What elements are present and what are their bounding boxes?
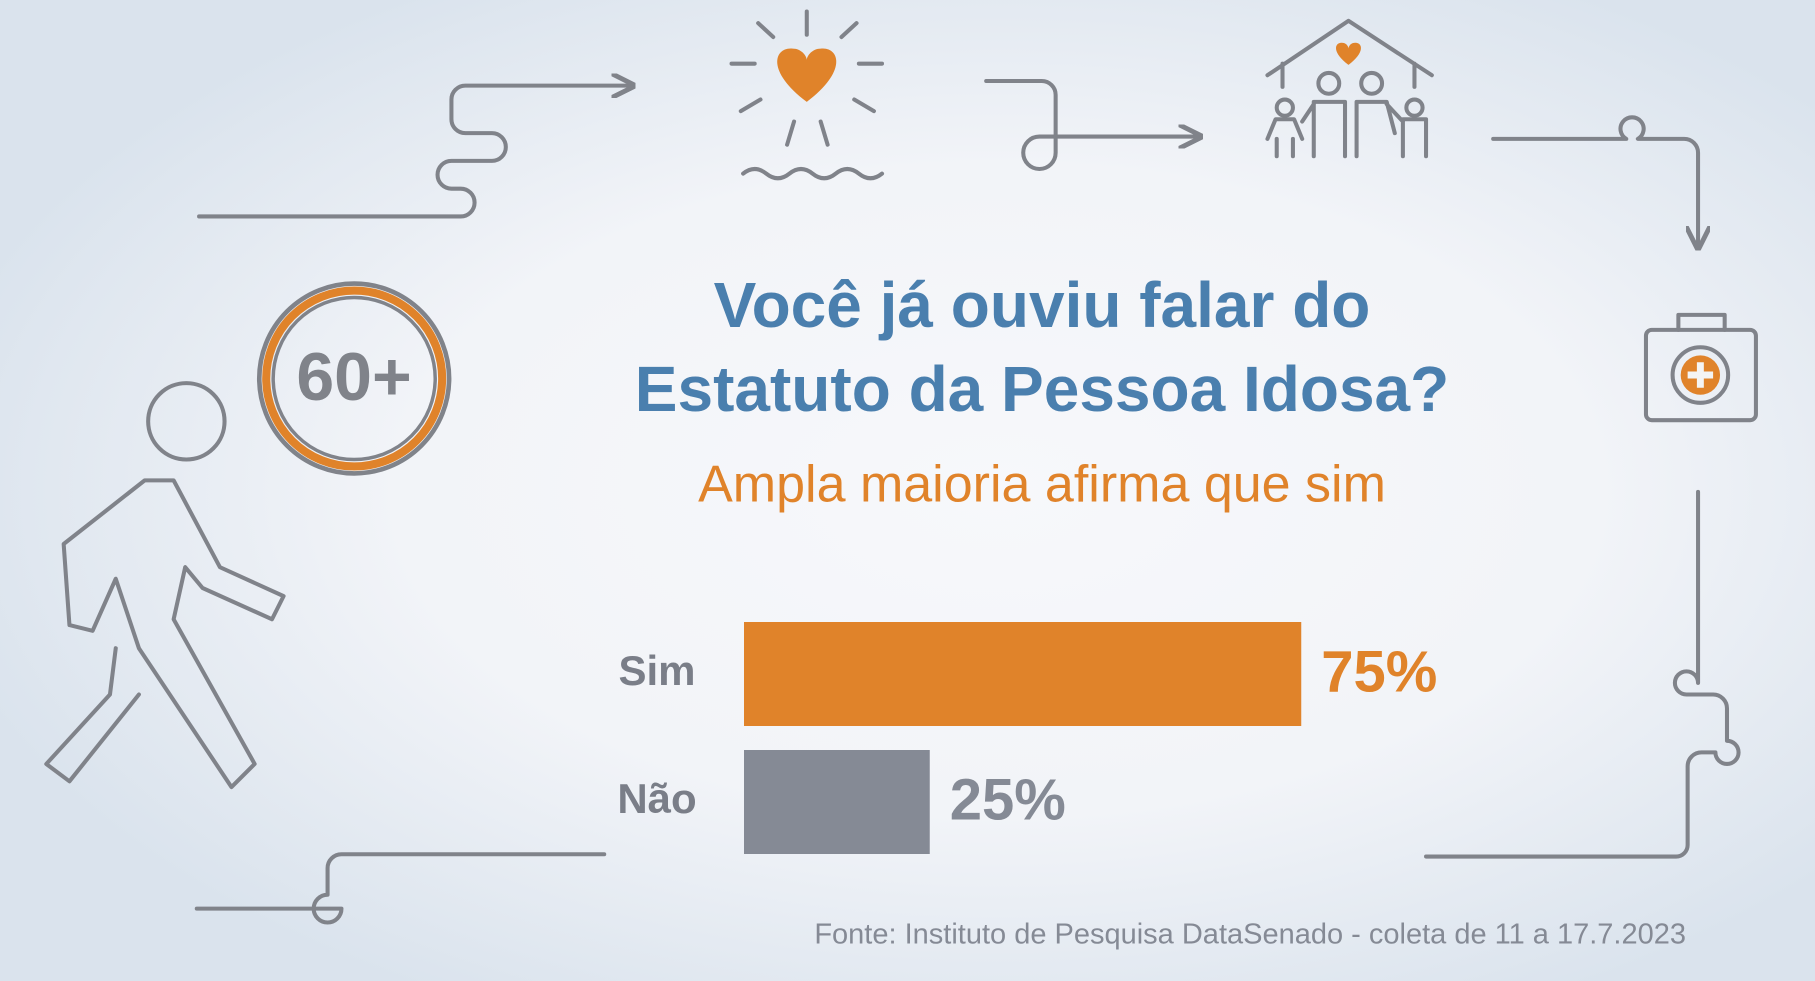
chart-subtitle: Ampla maioria afirma que sim [698, 456, 1386, 514]
chart-title: Estatuto da Pessoa Idosa? [635, 353, 1449, 425]
bar [744, 622, 1302, 726]
source: Fonte: Instituto de Pesquisa DataSenado … [814, 919, 1686, 951]
decoration [44, 9, 1758, 925]
chart-title: Você já ouviu falar do [714, 269, 1371, 341]
category-label: Não [617, 775, 696, 822]
category-label: Sim [618, 647, 695, 694]
badge-text: 60+ [296, 339, 411, 415]
bar [744, 750, 930, 854]
value-label: 75% [1321, 639, 1437, 704]
value-label: 25% [950, 767, 1066, 832]
